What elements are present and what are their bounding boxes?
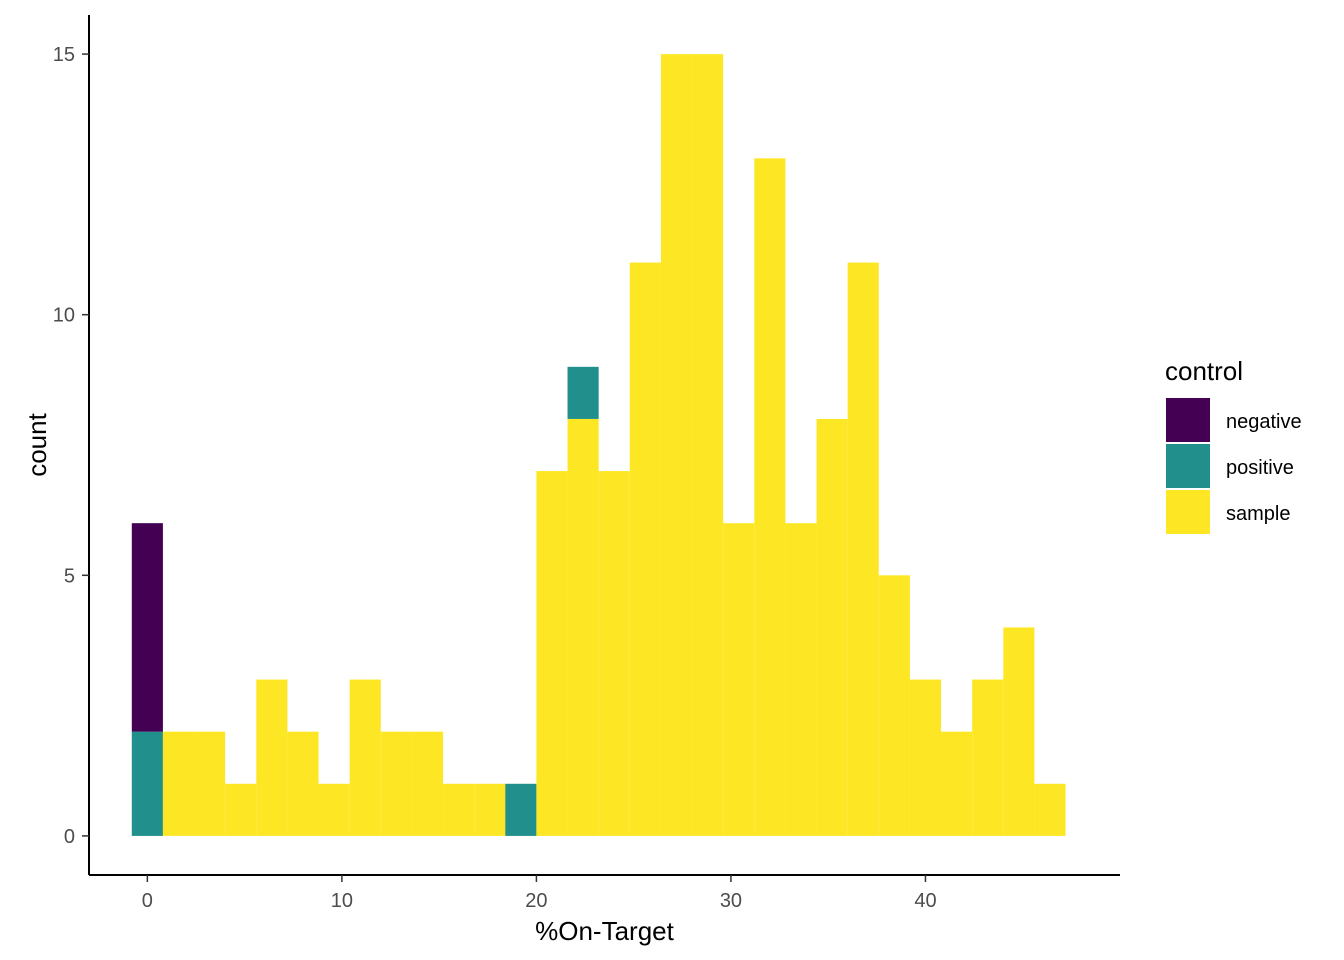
x-tick-label: 10	[331, 890, 353, 912]
legend-label-positive: positive	[1226, 457, 1294, 479]
bar-sample-bin-1	[162, 731, 195, 836]
bar-sample-bin-19	[723, 523, 755, 836]
bar-sample-bin-2	[194, 731, 226, 836]
bar-sample-bin-9	[411, 731, 444, 836]
x-tick-label: 40	[914, 890, 936, 912]
legend: control negative positive sample	[1165, 356, 1302, 534]
bar-sample-bin-29	[1034, 783, 1066, 836]
bar-sample-bin-21	[785, 523, 817, 836]
bar-sample-bin-7	[349, 679, 381, 836]
bar-sample-bin-10	[443, 783, 475, 836]
bar-positive-bin-12	[505, 783, 537, 836]
bar-sample-bin-14	[567, 418, 599, 836]
axes-layer: 0 10 20 30 40 0 5 10 15	[53, 15, 1120, 912]
legend-swatch-sample	[1166, 490, 1210, 534]
bar-sample-bin-11	[474, 783, 506, 836]
bar-sample-bin-18	[692, 54, 724, 836]
bar-negative-bin-0	[131, 523, 163, 732]
bar-sample-bin-25	[909, 679, 942, 836]
bar-sample-bin-16	[629, 262, 661, 836]
x-axis-title: %On-Target	[535, 916, 674, 946]
bar-sample-bin-6	[318, 783, 350, 836]
legend-swatch-positive	[1166, 444, 1210, 488]
bars-layer	[131, 54, 1066, 836]
y-tick-label: 5	[64, 565, 75, 587]
bar-sample-bin-4	[256, 679, 288, 836]
bar-sample-bin-27	[972, 679, 1004, 836]
legend-title: control	[1165, 356, 1243, 386]
bar-sample-bin-24	[878, 575, 910, 836]
bar-sample-bin-28	[1003, 627, 1035, 836]
legend-swatch-negative	[1166, 398, 1210, 442]
bar-sample-bin-3	[225, 783, 257, 836]
bar-sample-bin-15	[598, 471, 630, 836]
bar-sample-bin-20	[754, 158, 786, 836]
y-tick-label: 10	[53, 305, 75, 327]
bar-sample-bin-8	[380, 731, 412, 836]
x-tick-label: 20	[525, 890, 547, 912]
bar-sample-bin-26	[941, 731, 973, 836]
x-tick-label: 30	[720, 890, 742, 912]
legend-label-sample: sample	[1226, 503, 1290, 525]
bar-sample-bin-23	[847, 262, 879, 836]
y-tick-label: 0	[64, 826, 75, 848]
bar-sample-bin-5	[287, 731, 319, 836]
y-tick-label: 15	[53, 44, 75, 66]
y-axis-title: count	[22, 412, 52, 476]
bar-sample-bin-13	[536, 471, 568, 836]
bar-sample-bin-22	[816, 418, 848, 836]
x-tick-label: 0	[142, 890, 153, 912]
bar-positive-bin-0	[131, 731, 163, 836]
bar-positive-bin-14	[567, 366, 599, 419]
legend-label-negative: negative	[1226, 411, 1302, 433]
bar-sample-bin-17	[660, 54, 693, 836]
